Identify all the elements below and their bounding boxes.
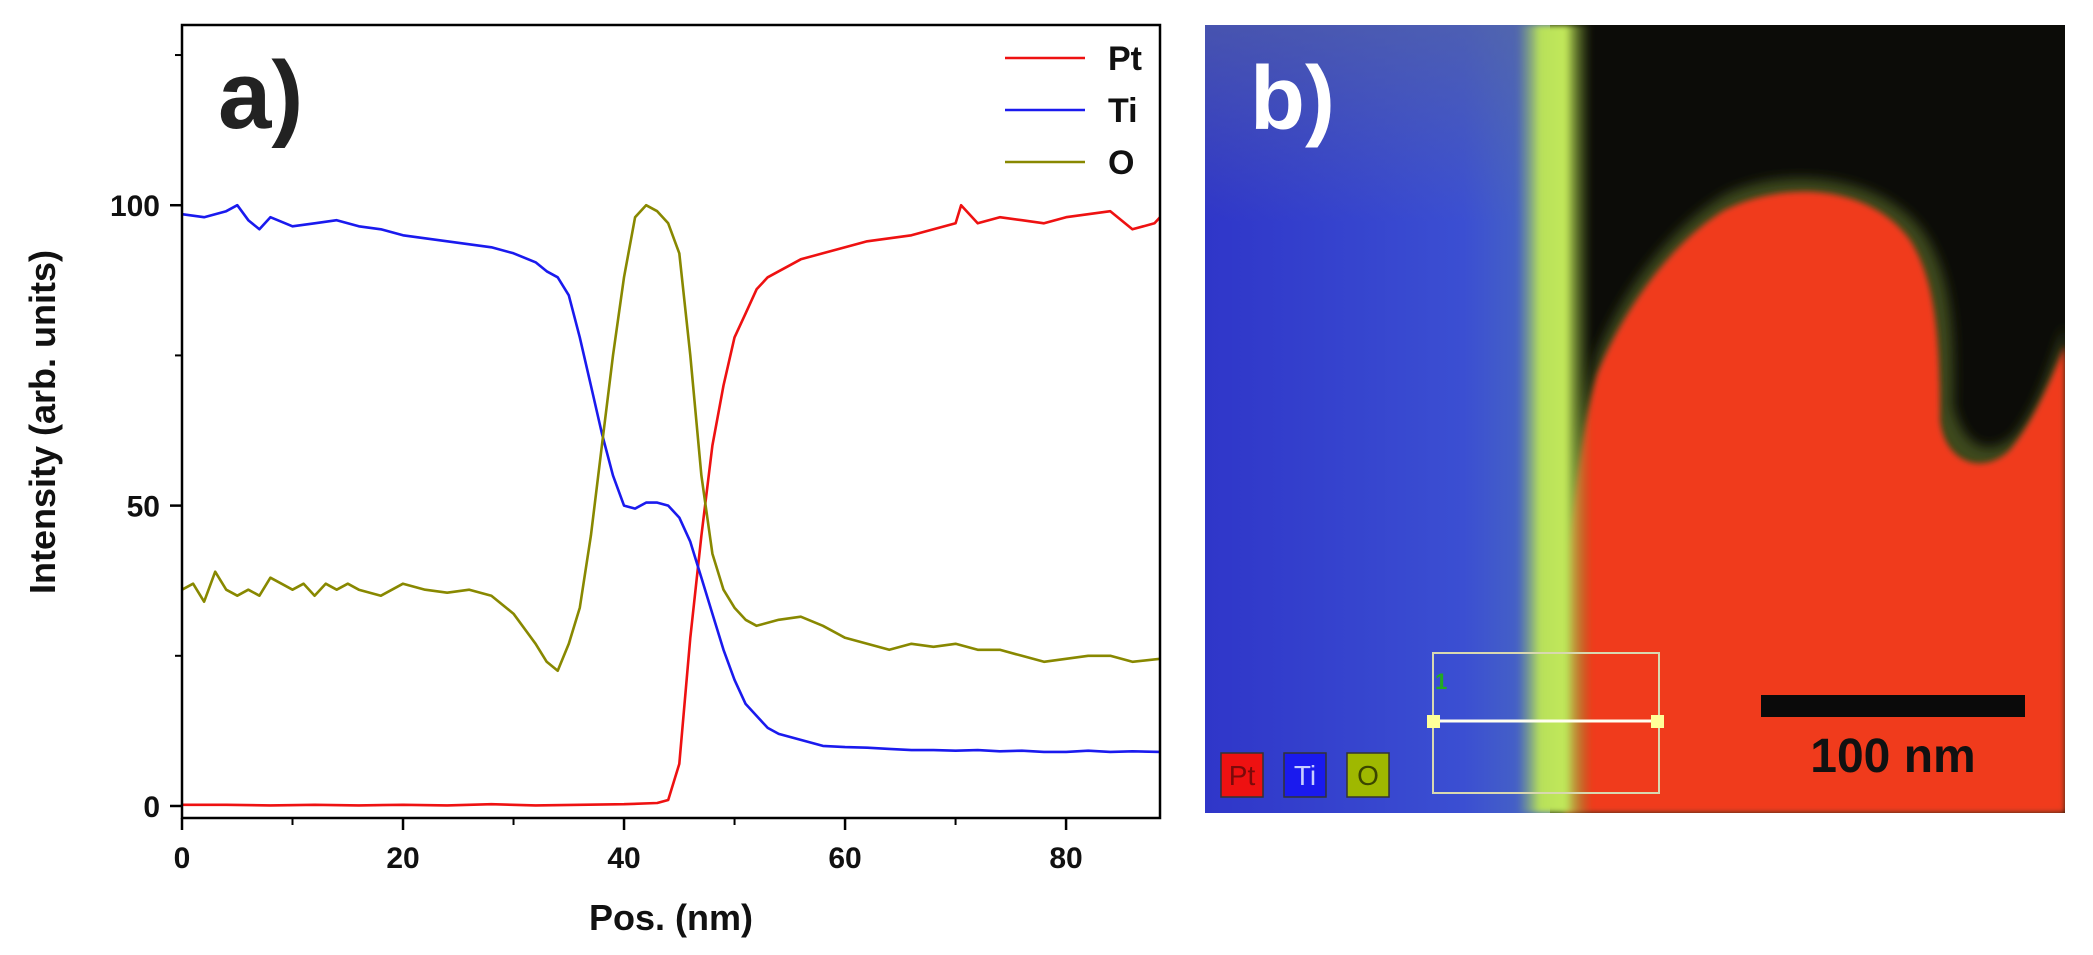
- line-chart-panel: a) 0 20 40 60 80 0 50 100 Pos. (nm) Intensity (…: [22, 23, 1162, 938]
- plot-frame: [180, 23, 1162, 820]
- y-tick-label: 100: [110, 190, 160, 223]
- series-line-o: [181, 203, 1161, 673]
- series-line-pt: [182, 203, 1161, 807]
- map-legend: Pt Ti O: [1220, 752, 1390, 798]
- profile-marker-label: 1: [1435, 669, 1447, 694]
- panel-label-b: b): [1250, 49, 1335, 149]
- chart-legend: Pt Ti O: [1005, 40, 1142, 182]
- map-legend-label-ti: Ti: [1294, 760, 1316, 791]
- x-tick-label: 80: [1049, 842, 1082, 875]
- series-line-ti: [181, 203, 1161, 754]
- panel-label-a: a): [218, 42, 303, 149]
- map-legend-swatch-o: [1346, 752, 1390, 798]
- map-legend-label-o: O: [1357, 760, 1379, 791]
- map-legend-label-pt: Pt: [1229, 760, 1256, 791]
- x-tick-label: 60: [828, 842, 861, 875]
- ti-region-shade: [1205, 25, 1550, 813]
- y-axis-label: Intensity (arb. units): [22, 250, 63, 594]
- scale-bar-label: 100 nm: [1810, 730, 1975, 783]
- legend-label-o: O: [1108, 144, 1134, 182]
- x-tick-label: 0: [174, 842, 191, 875]
- y-tick-label: 50: [127, 491, 160, 524]
- scale-bar: [1761, 695, 2025, 717]
- y-tick-label: 0: [143, 791, 160, 824]
- pt-region: [1565, 191, 2065, 813]
- eds-elemental-map: 1 100 nm b) Pt Ti O: [1205, 25, 2065, 813]
- profile-handle-left[interactable]: [1427, 715, 1440, 728]
- legend-label-ti: Ti: [1108, 92, 1138, 130]
- line-chart: a) 0 20 40 60 80 0 50 100 Pos. (nm) Intensity (…: [22, 23, 1162, 938]
- ti-oxide-layer: [1517, 25, 1592, 813]
- profile-handle-right[interactable]: [1651, 715, 1664, 728]
- map-legend-swatch-pt: [1220, 752, 1264, 798]
- map-legend-swatch-ti: [1283, 752, 1327, 798]
- eds-map-panel: 1 100 nm b) Pt Ti O: [1205, 25, 2065, 813]
- x-tick-label: 20: [386, 842, 419, 875]
- legend-label-pt: Pt: [1108, 40, 1142, 78]
- x-axis-label: Pos. (nm): [589, 897, 753, 938]
- x-tick-label: 40: [607, 842, 640, 875]
